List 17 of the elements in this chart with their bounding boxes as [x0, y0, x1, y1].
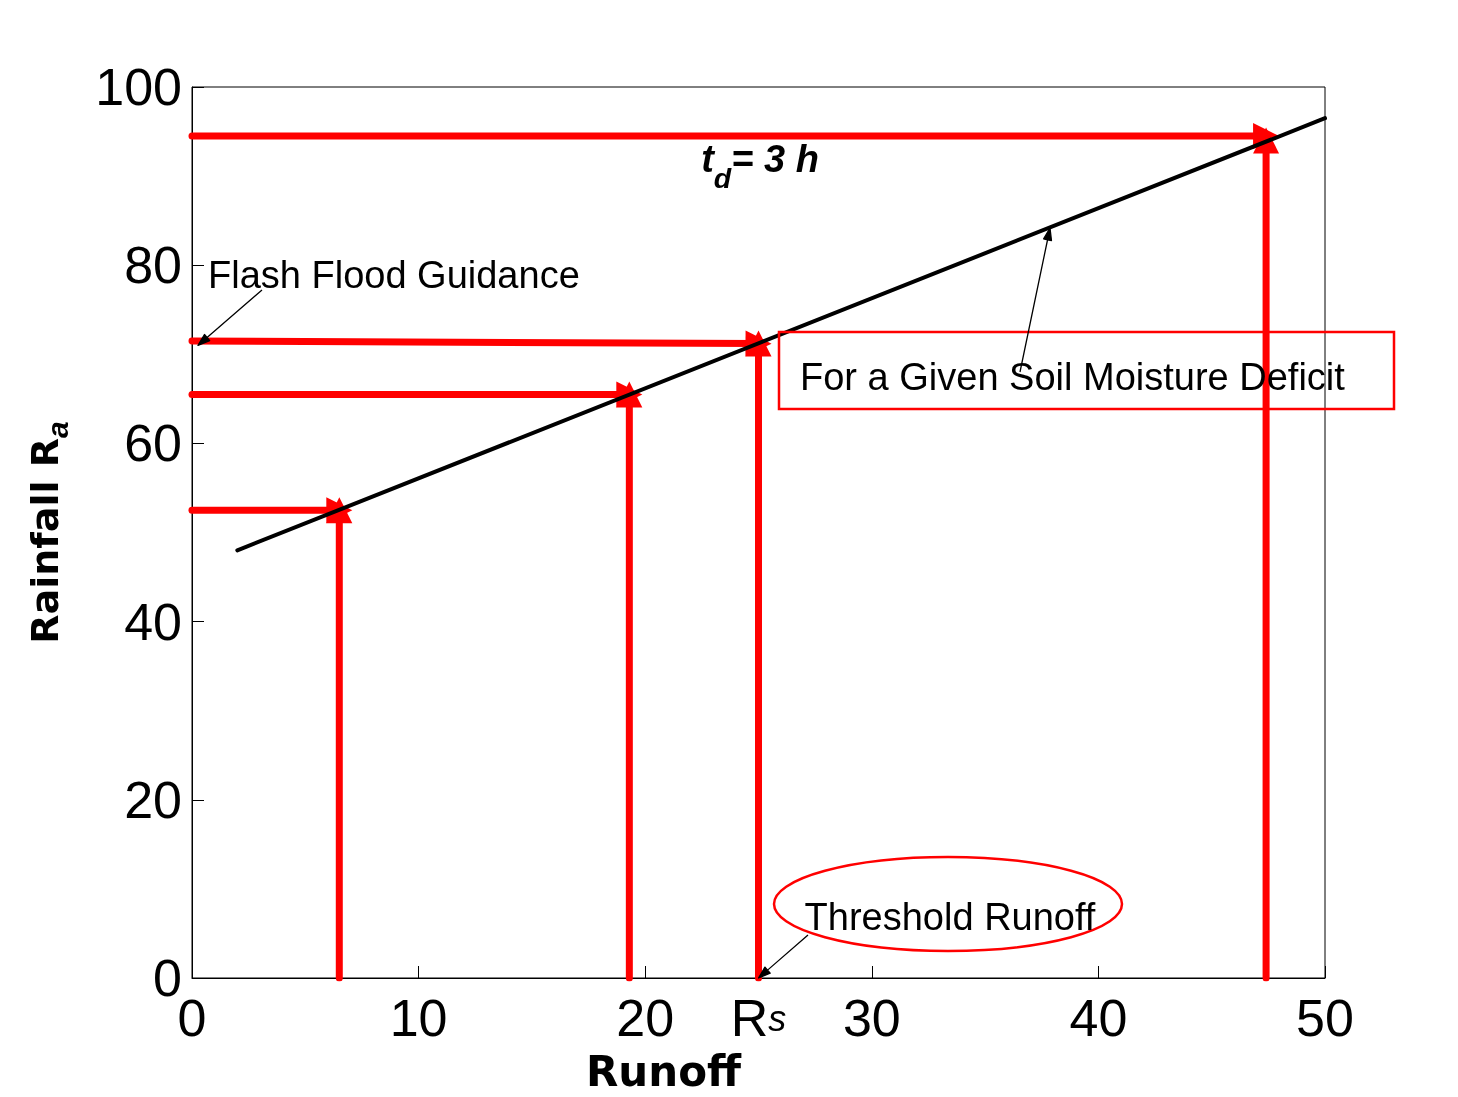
- x-tick-label: 30: [842, 989, 901, 1047]
- y-axis-title: Rainfall Ra: [23, 421, 74, 644]
- annotation: Threshold Runoff: [804, 896, 1096, 938]
- x-tick-label: 20: [616, 989, 675, 1047]
- x-tick-label: 40: [1069, 989, 1128, 1047]
- annotation: Flash Flood Guidance: [208, 254, 580, 296]
- x-tick-label: 10: [389, 989, 448, 1047]
- y-tick-label: 100: [95, 58, 182, 116]
- y-tick-label: 80: [124, 236, 182, 295]
- x-tick-label: Rs: [730, 989, 787, 1047]
- x-tick-label: 50: [1296, 989, 1354, 1047]
- y-tick-label: 40: [124, 592, 182, 651]
- x-axis-title: Runoff: [585, 1046, 742, 1096]
- y-tick-label: 20: [124, 770, 182, 829]
- y-tick-label: 0: [153, 949, 182, 1007]
- y-tick-label: 60: [124, 414, 182, 473]
- annotation: t$_{d}$= 3 h: [701, 138, 819, 194]
